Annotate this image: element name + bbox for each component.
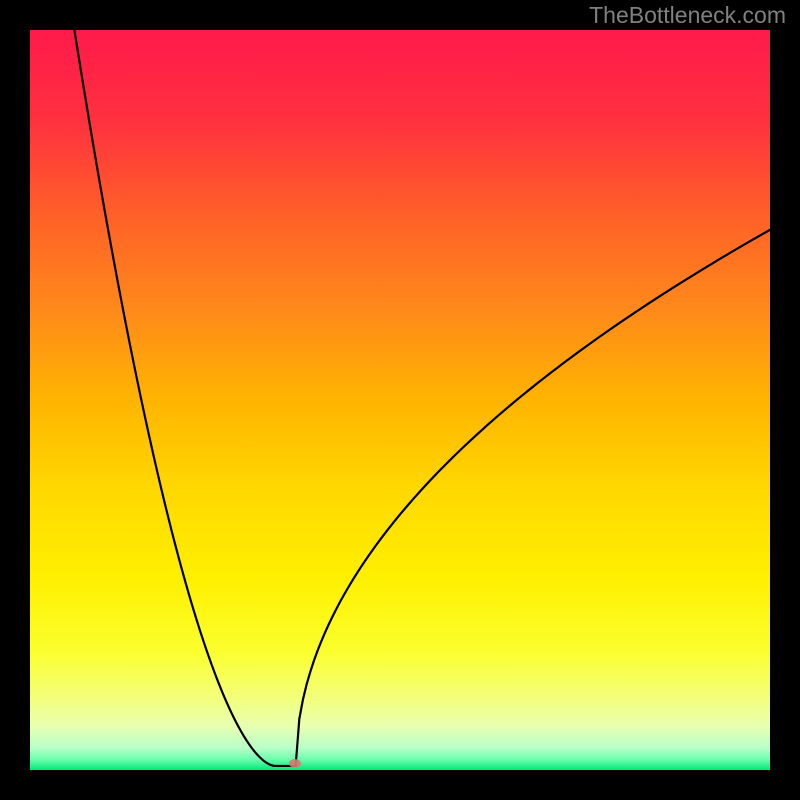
chart-svg bbox=[30, 30, 770, 770]
curve-marker bbox=[289, 759, 301, 768]
chart-plot-area bbox=[30, 30, 770, 770]
watermark-text: TheBottleneck.com bbox=[589, 2, 786, 29]
